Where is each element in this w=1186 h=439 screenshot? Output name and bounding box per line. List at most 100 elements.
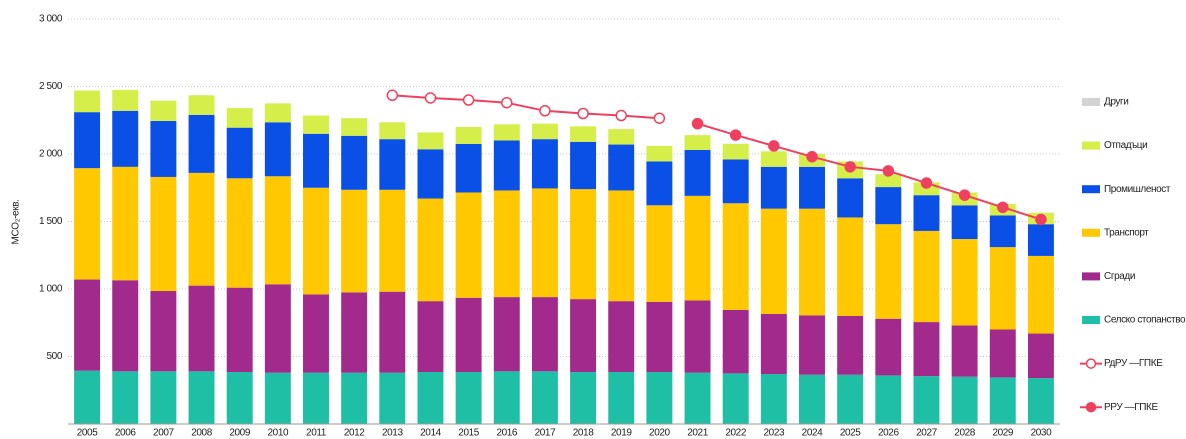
x-tick-label: 2028 bbox=[954, 428, 975, 439]
x-tick-label: 2027 bbox=[916, 428, 937, 439]
bar-segment bbox=[760, 151, 787, 167]
y-tick-label: 1 500 bbox=[39, 216, 63, 227]
bar-segment bbox=[417, 149, 444, 199]
line bbox=[392, 94, 660, 120]
bar-segment bbox=[760, 166, 787, 209]
bar-segment bbox=[722, 373, 749, 424]
bar-segment bbox=[303, 115, 329, 134]
bar-segment bbox=[341, 118, 368, 136]
bar-segment bbox=[531, 188, 558, 298]
bar-segment bbox=[379, 372, 406, 424]
bar-segment bbox=[379, 139, 406, 190]
y-tick-label: 3 000 bbox=[39, 14, 63, 25]
bar-segment bbox=[264, 176, 291, 285]
bar-segment bbox=[722, 143, 749, 160]
x-tick-label: 2009 bbox=[229, 428, 250, 439]
legend-label: РдРУ —ГПКЕ bbox=[1104, 358, 1163, 369]
x-tick-label: 2030 bbox=[1031, 428, 1052, 439]
bar-segment bbox=[303, 187, 329, 295]
bar-segment bbox=[531, 371, 558, 424]
bar-segment bbox=[341, 372, 368, 424]
bar-segment bbox=[684, 135, 711, 150]
x-tick-label: 2026 bbox=[878, 428, 899, 439]
bar-segment bbox=[455, 127, 482, 144]
bar-segment bbox=[913, 376, 940, 424]
bar-segment bbox=[493, 140, 520, 191]
x-tick-label: 2016 bbox=[496, 428, 517, 439]
bar-segment bbox=[760, 313, 787, 375]
bar-segment bbox=[493, 297, 520, 372]
bar-segment bbox=[493, 190, 520, 298]
bar-segment bbox=[150, 120, 177, 177]
bar-segment bbox=[379, 122, 406, 140]
bar-segment bbox=[608, 129, 635, 145]
legend-label: Други bbox=[1104, 97, 1128, 108]
bar-segment bbox=[303, 294, 329, 373]
line-marker bbox=[920, 177, 933, 189]
bar-segment bbox=[74, 370, 101, 424]
bar-segment bbox=[74, 112, 101, 169]
bar-segment bbox=[722, 309, 749, 374]
line-marker bbox=[691, 117, 704, 130]
bar-segment bbox=[875, 224, 902, 319]
bar-segment bbox=[531, 297, 558, 372]
bar-segment bbox=[531, 139, 558, 189]
bar-segment bbox=[112, 280, 139, 372]
bar-segment bbox=[684, 149, 711, 196]
bar-segment bbox=[646, 301, 673, 373]
bar-segment bbox=[951, 376, 978, 424]
bar-segment bbox=[989, 247, 1016, 330]
x-tick-label: 2022 bbox=[725, 428, 746, 439]
bar-segment bbox=[608, 301, 635, 373]
bar-segment bbox=[303, 372, 329, 424]
bar-segment bbox=[150, 371, 177, 424]
x-tick-label: 2013 bbox=[382, 428, 403, 439]
line-marker bbox=[462, 94, 475, 106]
legend-swatch bbox=[1082, 228, 1100, 237]
bar-segment bbox=[303, 133, 329, 188]
bar-segment bbox=[875, 187, 902, 225]
bar-segment bbox=[646, 372, 673, 424]
bar-segment bbox=[1027, 255, 1054, 334]
bar-segment bbox=[226, 108, 253, 128]
x-tick-label: 2007 bbox=[153, 428, 174, 439]
y-tick-label: 2 500 bbox=[39, 81, 63, 92]
bar-segment bbox=[188, 285, 215, 372]
bar-segment bbox=[226, 178, 253, 288]
line-marker bbox=[997, 201, 1009, 214]
bar-segment bbox=[799, 374, 825, 424]
bar-segment bbox=[264, 372, 291, 424]
line bbox=[697, 122, 1042, 221]
line-marker bbox=[806, 150, 818, 163]
x-tick-label: 2021 bbox=[687, 428, 708, 439]
line-marker bbox=[653, 112, 666, 124]
bar-segment bbox=[570, 141, 597, 190]
x-tick-label: 2029 bbox=[992, 428, 1013, 439]
bar-segment bbox=[226, 127, 253, 179]
bar-segment bbox=[417, 372, 444, 424]
bar-segment bbox=[875, 318, 902, 376]
x-tick-label: 2011 bbox=[306, 428, 327, 439]
legend-label: Селско стопанство bbox=[1104, 315, 1186, 326]
x-tick-label: 2019 bbox=[611, 428, 632, 439]
x-tick-label: 2024 bbox=[802, 428, 823, 439]
bar-segment bbox=[837, 217, 864, 316]
bar-segment bbox=[1027, 224, 1054, 256]
bar-segment bbox=[989, 329, 1016, 378]
legend-label: РРУ —ГПКЕ bbox=[1104, 402, 1158, 413]
bar-segment bbox=[74, 168, 101, 280]
legend-label: Сгради bbox=[1104, 271, 1135, 282]
bar-segment bbox=[226, 372, 253, 424]
bar-segment bbox=[570, 189, 597, 300]
bar-segment bbox=[608, 190, 635, 302]
bar-segment bbox=[341, 292, 368, 373]
bar-segment bbox=[799, 166, 825, 209]
bar-segment bbox=[188, 371, 215, 424]
line-marker bbox=[768, 140, 780, 152]
bar-segment bbox=[417, 301, 444, 373]
bar-segment bbox=[379, 189, 406, 292]
x-tick-label: 2017 bbox=[535, 428, 556, 439]
bar-segment bbox=[112, 89, 139, 111]
legend-swatch bbox=[1082, 316, 1100, 324]
